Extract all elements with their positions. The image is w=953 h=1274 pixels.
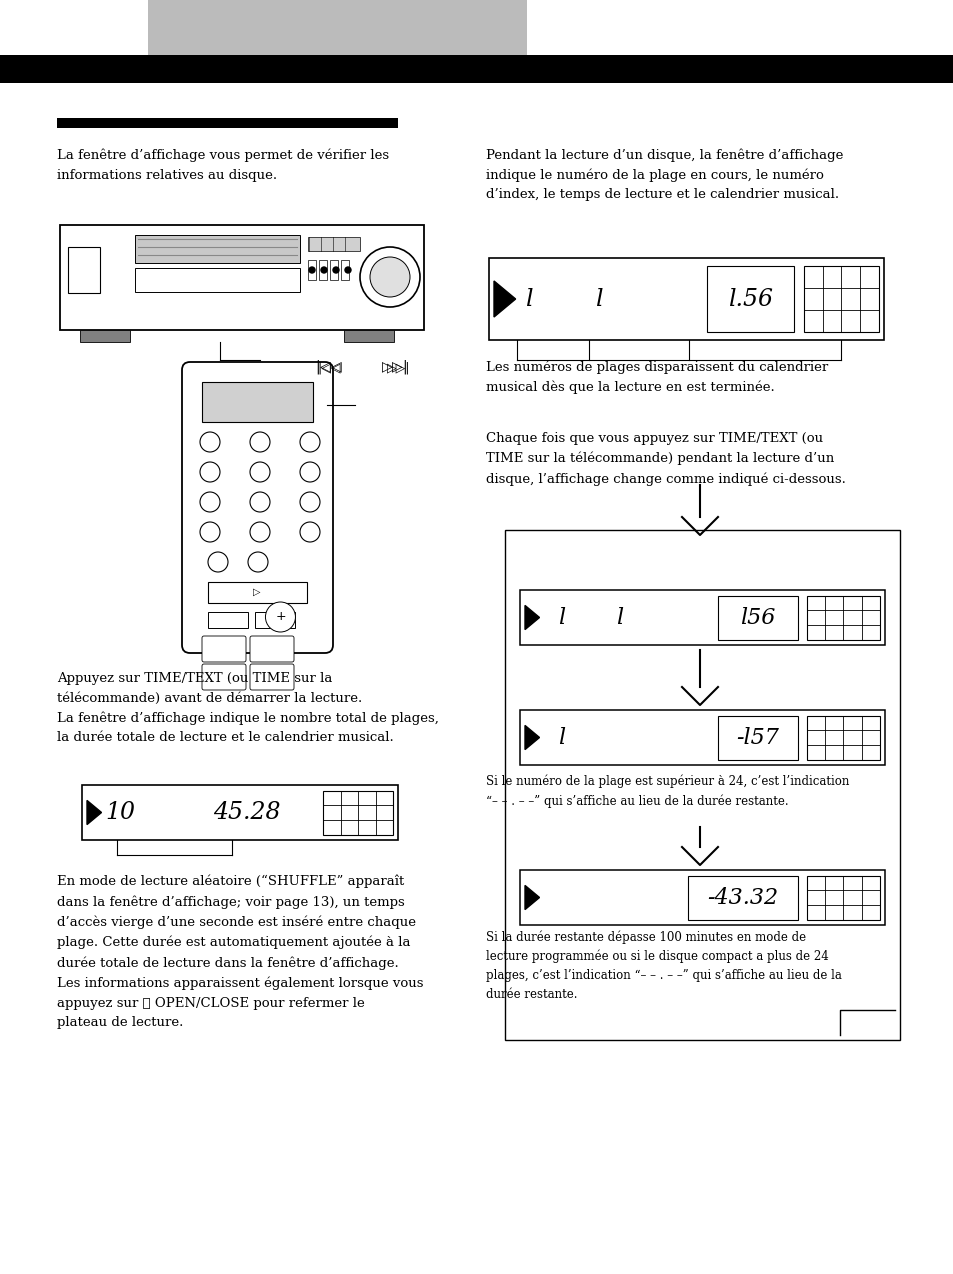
Bar <box>135 234 299 262</box>
Bar <box>57 118 397 127</box>
Circle shape <box>299 432 319 452</box>
Circle shape <box>309 268 314 273</box>
Text: La fenêtre d’affichage vous permet de vérifier les
informations relatives au dis: La fenêtre d’affichage vous permet de vé… <box>57 148 389 181</box>
Bar <box>806 716 879 759</box>
Bar <box>717 595 797 640</box>
Bar <box>202 382 313 422</box>
Circle shape <box>299 522 319 541</box>
Bar <box>706 266 793 331</box>
Bar <box>519 590 884 645</box>
Text: l: l <box>558 606 565 628</box>
Text: Si la durée restante dépasse 100 minutes en mode de
lecture programmée ou si le : Si la durée restante dépasse 100 minutes… <box>485 930 841 1001</box>
Circle shape <box>250 432 270 452</box>
Polygon shape <box>494 282 516 317</box>
Circle shape <box>299 462 319 482</box>
Text: l: l <box>616 606 623 628</box>
FancyBboxPatch shape <box>202 664 246 691</box>
Bar <box>330 260 337 280</box>
Text: l.56: l.56 <box>727 288 772 311</box>
Text: l56: l56 <box>740 606 775 628</box>
Text: +: + <box>274 610 286 623</box>
Circle shape <box>200 492 220 512</box>
Bar <box>208 612 248 628</box>
Circle shape <box>359 247 419 307</box>
Bar <box>344 330 394 341</box>
Bar <box>806 595 879 640</box>
Bar <box>80 330 130 341</box>
Bar <box>308 237 359 251</box>
FancyBboxPatch shape <box>250 636 294 662</box>
Circle shape <box>333 268 338 273</box>
Text: Si le numéro de la plage est supérieur à 24, c’est l’indication
“– – . – –” qui : Si le numéro de la plage est supérieur à… <box>485 775 848 808</box>
Circle shape <box>265 603 295 632</box>
Bar <box>717 716 797 759</box>
Text: 10: 10 <box>105 801 135 824</box>
Circle shape <box>250 522 270 541</box>
Bar <box>254 612 294 628</box>
Circle shape <box>345 268 351 273</box>
Bar <box>0 55 953 83</box>
Circle shape <box>299 492 319 512</box>
Text: -43.32: -43.32 <box>707 887 778 908</box>
Bar <box>519 870 884 925</box>
Circle shape <box>370 257 410 297</box>
Bar <box>60 225 423 330</box>
Bar <box>803 266 878 331</box>
Bar <box>148 0 526 55</box>
Text: Pendant la lecture d’un disque, la fenêtre d’affichage
indique le numéro de la p: Pendant la lecture d’un disque, la fenêt… <box>485 148 842 201</box>
Polygon shape <box>524 885 539 910</box>
Bar <box>318 260 327 280</box>
Bar <box>82 785 397 840</box>
Circle shape <box>248 552 268 572</box>
FancyBboxPatch shape <box>202 636 246 662</box>
Text: l: l <box>525 288 532 311</box>
Bar <box>806 875 879 920</box>
Bar <box>208 582 307 603</box>
Circle shape <box>208 552 228 572</box>
Polygon shape <box>87 800 101 824</box>
Bar <box>135 268 299 292</box>
FancyBboxPatch shape <box>182 362 333 654</box>
FancyBboxPatch shape <box>250 664 294 691</box>
Text: -l57: -l57 <box>736 726 779 749</box>
Text: 45.28: 45.28 <box>213 801 280 824</box>
Text: ▷▷|: ▷▷| <box>387 362 411 375</box>
Bar <box>323 790 393 834</box>
Text: |◁◁: |◁◁ <box>317 362 340 375</box>
Bar <box>519 710 884 764</box>
Text: ▷: ▷ <box>253 587 260 598</box>
Text: $\mathsf{{\rhd}{\rhd}|}$: $\mathsf{{\rhd}{\rhd}|}$ <box>380 358 407 376</box>
Circle shape <box>250 492 270 512</box>
Circle shape <box>200 522 220 541</box>
Text: l: l <box>558 726 565 749</box>
Circle shape <box>320 268 327 273</box>
Bar <box>489 259 883 340</box>
Bar <box>504 530 899 1040</box>
Bar <box>688 875 797 920</box>
Text: Chaque fois que vous appuyez sur TIME/TEXT (ou
TIME sur la télécommande) pendant: Chaque fois que vous appuyez sur TIME/TE… <box>485 432 845 485</box>
Circle shape <box>200 462 220 482</box>
Bar <box>68 247 100 293</box>
Polygon shape <box>524 725 539 749</box>
Bar <box>340 260 349 280</box>
Text: $\mathsf{|{\lhd}{\lhd}}$: $\mathsf{|{\lhd}{\lhd}}$ <box>314 358 343 376</box>
Polygon shape <box>524 605 539 629</box>
Text: En mode de lecture aléatoire (“SHUFFLE” apparaît
dans la fenêtre d’affichage; vo: En mode de lecture aléatoire (“SHUFFLE” … <box>57 875 423 1029</box>
Text: Les numéros de plages disparaissent du calendrier
musical dès que la lecture en : Les numéros de plages disparaissent du c… <box>485 361 827 394</box>
Text: Appuyez sur TIME/TEXT (ou TIME sur la
télécommande) avant de démarrer la lecture: Appuyez sur TIME/TEXT (ou TIME sur la té… <box>57 671 438 744</box>
Text: l: l <box>595 288 602 311</box>
Circle shape <box>250 462 270 482</box>
Circle shape <box>200 432 220 452</box>
Bar <box>308 260 315 280</box>
